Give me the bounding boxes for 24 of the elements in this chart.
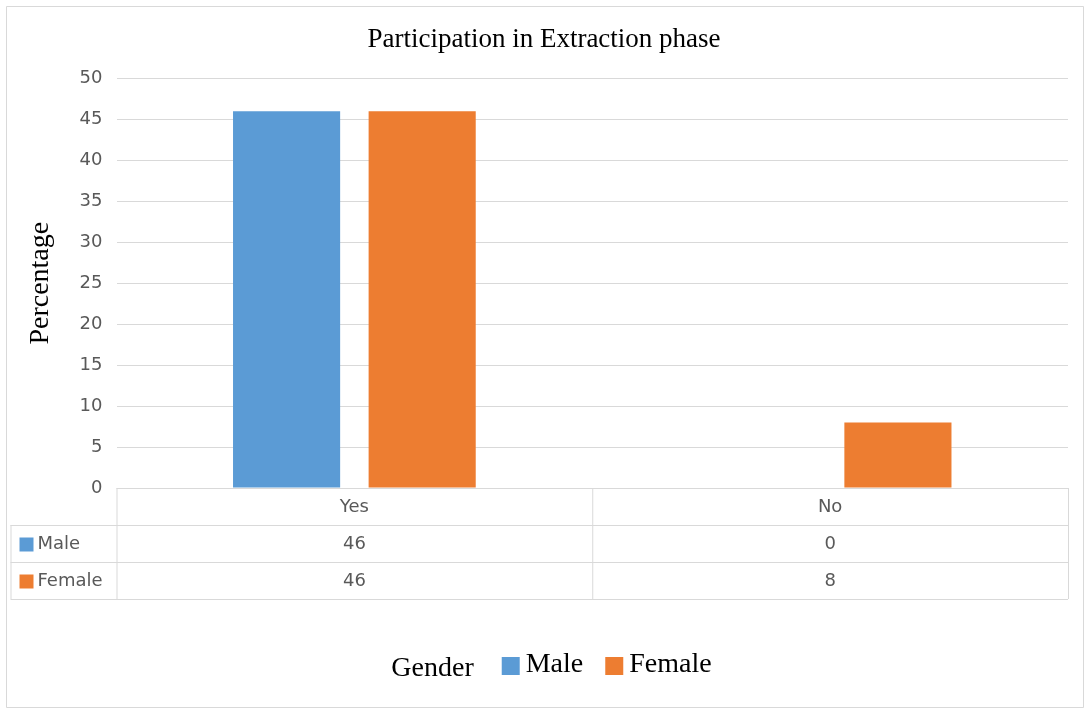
text: Male	[525, 647, 584, 679]
data-label: 46	[342, 569, 366, 591]
y-tick-label: 15	[79, 352, 103, 374]
x-tick-label: No	[817, 495, 843, 517]
y-tick-label: 25	[79, 270, 103, 292]
data-label: 8	[824, 569, 836, 591]
y-tick-label: 40	[79, 147, 103, 169]
y-tick-label: 30	[79, 229, 103, 251]
legend-label: Male	[37, 532, 81, 554]
legend-title: Gender	[391, 651, 475, 683]
y-tick-label: 20	[79, 311, 103, 333]
y-tick-label: 35	[79, 188, 103, 210]
chart-title: Participation in Extraction phase	[367, 23, 721, 54]
y-tick-label: 45	[79, 107, 103, 129]
x-tick-label: Yes	[338, 495, 369, 517]
y-axis-title: Percentage	[23, 221, 55, 345]
y-tick-label: 10	[79, 393, 103, 415]
legend-label: Female	[629, 647, 712, 679]
text: Female	[37, 569, 103, 591]
data-label: 46	[342, 532, 366, 554]
y-tick-label: 5	[91, 434, 103, 456]
data-label: 0	[824, 532, 836, 554]
y-tick-label: 0	[91, 475, 103, 497]
y-tick-label: 50	[79, 66, 103, 88]
